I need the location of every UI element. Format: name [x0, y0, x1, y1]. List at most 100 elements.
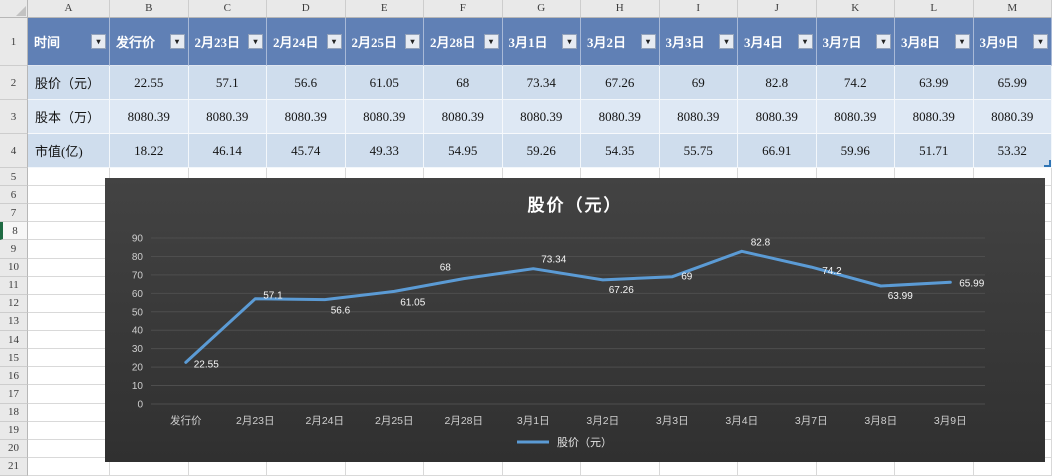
filter-dropdown-button[interactable]: ▾: [1033, 33, 1048, 49]
data-cell[interactable]: 8080.39: [345, 100, 424, 134]
row-label-cell[interactable]: 市值(亿): [28, 134, 110, 168]
row-header-6[interactable]: 6: [0, 186, 28, 205]
column-header-m[interactable]: M: [973, 0, 1052, 18]
table-header-cell[interactable]: 3月1日 ▾: [502, 18, 581, 66]
empty-cell[interactable]: [895, 457, 974, 476]
row-header-3[interactable]: 3: [0, 100, 28, 134]
table-header-cell[interactable]: 3月2日 ▾: [581, 18, 660, 66]
table-header-cell[interactable]: 2月24日 ▾: [267, 18, 346, 66]
data-cell[interactable]: 8080.39: [816, 100, 895, 134]
data-cell[interactable]: 66.91: [738, 134, 817, 168]
row-label-cell[interactable]: 股价（元）: [28, 66, 110, 100]
data-cell[interactable]: 8080.39: [581, 100, 660, 134]
empty-cell[interactable]: [28, 294, 110, 313]
column-header-l[interactable]: L: [895, 0, 974, 18]
row-header-13[interactable]: 13: [0, 312, 28, 332]
row-header-5[interactable]: 5: [0, 168, 28, 187]
empty-cell[interactable]: [267, 457, 346, 476]
empty-cell[interactable]: [28, 258, 110, 277]
data-cell[interactable]: 8080.39: [267, 100, 346, 134]
filter-dropdown-button[interactable]: ▾: [248, 33, 263, 49]
row-header-19[interactable]: 19: [0, 421, 28, 440]
table-header-cell[interactable]: 发行价 ▾: [110, 18, 189, 66]
data-cell[interactable]: 8080.39: [895, 100, 974, 134]
table-header-cell[interactable]: 3月3日 ▾: [659, 18, 738, 66]
filter-dropdown-button[interactable]: ▾: [876, 33, 891, 49]
empty-cell[interactable]: [28, 204, 110, 223]
empty-cell[interactable]: [28, 367, 110, 386]
data-cell[interactable]: 68: [424, 66, 503, 100]
empty-cell[interactable]: [28, 240, 110, 259]
filter-dropdown-button[interactable]: ▾: [562, 33, 577, 49]
table-header-cell[interactable]: 2月23日 ▾: [188, 18, 267, 66]
data-cell[interactable]: 59.26: [502, 134, 581, 168]
column-header-a[interactable]: A: [28, 0, 110, 18]
data-cell[interactable]: 8080.39: [424, 100, 503, 134]
column-header-f[interactable]: F: [424, 0, 503, 18]
empty-cell[interactable]: [28, 421, 110, 440]
data-cell[interactable]: 82.8: [738, 66, 817, 100]
data-cell[interactable]: 51.71: [895, 134, 974, 168]
data-cell[interactable]: 8080.39: [502, 100, 581, 134]
table-header-cell[interactable]: 2月25日 ▾: [345, 18, 424, 66]
empty-cell[interactable]: [28, 168, 110, 187]
filter-dropdown-button[interactable]: ▾: [91, 33, 106, 49]
select-all-corner[interactable]: [0, 0, 28, 18]
table-header-cell[interactable]: 3月9日 ▾: [973, 18, 1052, 66]
column-header-e[interactable]: E: [345, 0, 424, 18]
data-cell[interactable]: 61.05: [345, 66, 424, 100]
column-header-d[interactable]: D: [267, 0, 346, 18]
row-header-2[interactable]: 2: [0, 66, 28, 100]
column-header-g[interactable]: G: [502, 0, 581, 18]
data-cell[interactable]: 18.22: [110, 134, 189, 168]
empty-cell[interactable]: [28, 457, 110, 476]
empty-cell[interactable]: [28, 331, 110, 350]
empty-cell[interactable]: [28, 312, 110, 332]
table-header-cell[interactable]: 3月7日 ▾: [816, 18, 895, 66]
row-header-12[interactable]: 12: [0, 294, 28, 313]
row-header-10[interactable]: 10: [0, 258, 28, 277]
row-header-15[interactable]: 15: [0, 349, 28, 368]
row-header-11[interactable]: 11: [0, 276, 28, 295]
data-cell[interactable]: 8080.39: [110, 100, 189, 134]
row-header-14[interactable]: 14: [0, 331, 28, 350]
column-header-h[interactable]: H: [581, 0, 660, 18]
data-cell[interactable]: 73.34: [502, 66, 581, 100]
empty-cell[interactable]: [659, 457, 738, 476]
filter-dropdown-button[interactable]: ▾: [719, 33, 734, 49]
column-header-j[interactable]: J: [738, 0, 817, 18]
row-label-cell[interactable]: 股本（万）: [28, 100, 110, 134]
data-cell[interactable]: 69: [659, 66, 738, 100]
row-header-18[interactable]: 18: [0, 403, 28, 422]
empty-cell[interactable]: [28, 186, 110, 205]
filter-dropdown-button[interactable]: ▾: [797, 33, 813, 49]
table-header-cell[interactable]: 时间 ▾: [28, 18, 110, 66]
empty-cell[interactable]: [28, 403, 110, 422]
filter-dropdown-button[interactable]: ▾: [954, 33, 970, 49]
empty-cell[interactable]: [345, 457, 424, 476]
row-header-17[interactable]: 17: [0, 385, 28, 404]
filter-dropdown-button[interactable]: ▾: [483, 33, 499, 49]
data-cell[interactable]: 45.74: [267, 134, 346, 168]
empty-cell[interactable]: [28, 439, 110, 458]
column-header-b[interactable]: B: [110, 0, 189, 18]
filter-dropdown-button[interactable]: ▾: [640, 33, 656, 49]
empty-cell[interactable]: [28, 385, 110, 404]
row-header-4[interactable]: 4: [0, 134, 28, 168]
data-cell[interactable]: 67.26: [581, 66, 660, 100]
data-cell[interactable]: 65.99: [973, 66, 1052, 100]
filter-dropdown-button[interactable]: ▾: [326, 33, 342, 49]
data-cell[interactable]: 56.6: [267, 66, 346, 100]
empty-cell[interactable]: [502, 457, 581, 476]
data-cell[interactable]: 8080.39: [738, 100, 817, 134]
empty-cell[interactable]: [110, 457, 189, 476]
data-cell[interactable]: 8080.39: [973, 100, 1052, 134]
table-header-cell[interactable]: 3月4日 ▾: [738, 18, 817, 66]
data-cell[interactable]: 49.33: [345, 134, 424, 168]
data-cell[interactable]: 57.1: [188, 66, 267, 100]
data-cell[interactable]: 8080.39: [659, 100, 738, 134]
data-cell[interactable]: 22.55: [110, 66, 189, 100]
column-header-i[interactable]: I: [659, 0, 738, 18]
data-cell[interactable]: 74.2: [816, 66, 895, 100]
row-header-8[interactable]: 8: [0, 222, 28, 241]
